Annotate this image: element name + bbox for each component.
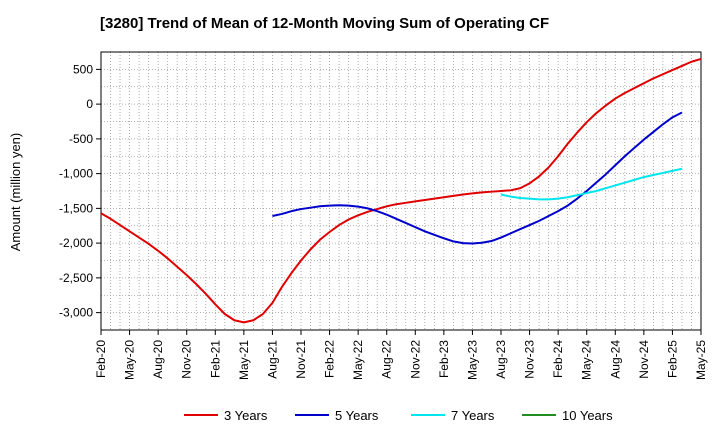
x-tick-label: May-21	[237, 340, 251, 380]
x-tick-label: Feb-25	[665, 340, 679, 378]
y-tick-label: -3,000	[59, 306, 93, 320]
x-tick-label: Feb-20	[94, 340, 108, 378]
y-tick-label: 500	[73, 62, 93, 76]
grid-layer	[101, 52, 701, 330]
x-tick-label: Aug-23	[494, 340, 508, 379]
legend-label-7-years: 7 Years	[451, 408, 495, 423]
plot-frame	[100, 51, 702, 331]
x-tick-label: Aug-21	[265, 340, 279, 379]
x-tick-label: Nov-24	[637, 340, 651, 379]
x-tick-label: Aug-24	[608, 340, 622, 379]
legend-label-3-years: 3 Years	[224, 408, 268, 423]
x-tick-layer: Feb-20 May-20 Aug-20 Nov-20 Feb-21 May-21 Aug-…	[94, 330, 708, 380]
x-tick-label: Aug-20	[151, 340, 165, 379]
series-line-5-years	[272, 111, 683, 245]
y-tick-layer: 500 0 -500 -1,000 -1,500 -2,000 -2,500 -3,000	[59, 62, 101, 320]
y-tick-label: 0	[86, 97, 93, 111]
x-tick-label: May-23	[465, 340, 479, 380]
x-tick-label: Feb-21	[208, 340, 222, 378]
x-tick-label: Feb-22	[323, 340, 337, 378]
x-tick-label: May-22	[351, 340, 365, 380]
legend-label-5-years: 5 Years	[335, 408, 379, 423]
legend: 3 Years 5 Years 7 Years 10 Years	[184, 408, 613, 423]
series-line-3-years	[100, 57, 702, 324]
x-tick-label: May-25	[694, 340, 708, 380]
chart-title: [3280] Trend of Mean of 12-Month Moving …	[100, 15, 549, 32]
y-tick-label: -2,500	[59, 271, 93, 285]
x-tick-label: May-24	[580, 340, 594, 380]
x-tick-label: Nov-21	[294, 340, 308, 379]
x-tick-label: Nov-23	[523, 340, 537, 379]
x-tick-label: Feb-24	[551, 340, 565, 378]
series-line-7-years	[500, 167, 683, 201]
x-tick-label: Nov-20	[180, 340, 194, 379]
y-tick-label: -500	[69, 132, 93, 146]
legend-label-10-years: 10 Years	[562, 408, 613, 423]
x-tick-label: May-20	[123, 340, 137, 380]
y-axis-label: Amount (million yen)	[8, 133, 23, 252]
x-tick-label: Feb-23	[437, 340, 451, 378]
y-tick-label: -2,000	[59, 236, 93, 250]
x-tick-label: Aug-22	[380, 340, 394, 379]
series-layer	[100, 57, 702, 324]
y-tick-label: -1,500	[59, 201, 93, 215]
y-tick-label: -1,000	[59, 167, 93, 181]
x-tick-label: Nov-22	[408, 340, 422, 379]
